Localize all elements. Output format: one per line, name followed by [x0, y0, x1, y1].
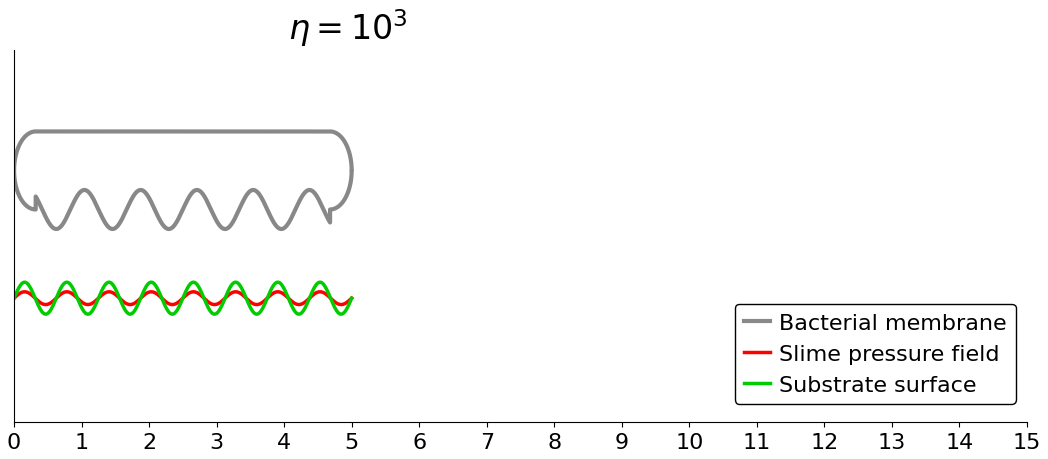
- Legend: Bacterial membrane, Slime pressure field, Substrate surface: Bacterial membrane, Slime pressure field…: [735, 304, 1016, 404]
- Title: $\eta=10^3$: $\eta=10^3$: [288, 7, 408, 49]
